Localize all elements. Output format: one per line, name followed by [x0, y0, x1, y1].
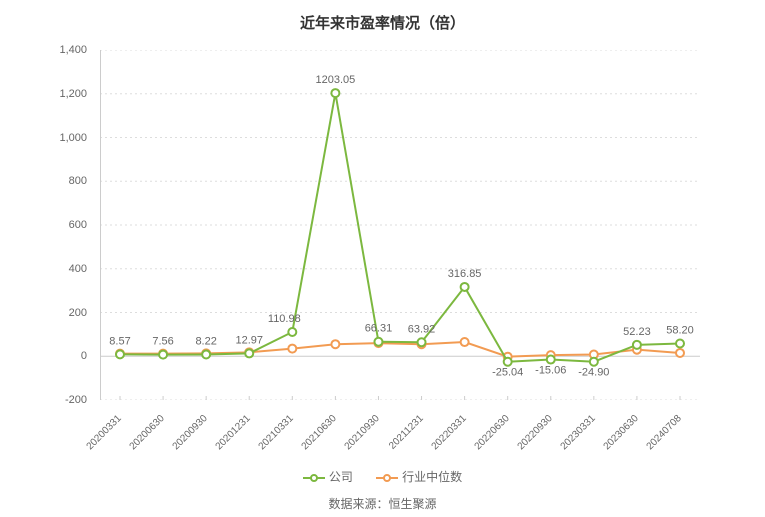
chart-title: 近年来市盈率情况（倍） [0, 0, 765, 33]
legend-marker-industry [376, 473, 398, 483]
svg-text:58.20: 58.20 [666, 325, 694, 337]
x-tick-label: 20200930 [171, 413, 210, 452]
pe-ratio-chart: 近年来市盈率情况（倍） -200 0 200 400 600 800 1,000 1,200 1… [0, 0, 765, 517]
svg-text:1203.05: 1203.05 [316, 74, 356, 86]
svg-text:8.57: 8.57 [109, 335, 130, 347]
data-source: 数据来源：恒生聚源 [0, 495, 765, 512]
x-tick-label: 20210630 [300, 413, 339, 452]
chart-svg: 8.57 7.56 8.22 12.97 110.98 1203.05 66.31 63.92… [100, 50, 700, 400]
svg-text:12.97: 12.97 [235, 334, 263, 346]
x-tick-label: 20230630 [601, 413, 640, 452]
x-tick-label: 20200331 [85, 413, 124, 452]
svg-text:316.85: 316.85 [448, 268, 482, 280]
y-tick-label: 600 [69, 219, 87, 231]
legend-label-industry: 行业中位数 [402, 470, 462, 484]
svg-text:63.92: 63.92 [408, 323, 436, 335]
y-tick-label: 1,400 [59, 44, 87, 56]
svg-text:-15.06: -15.06 [535, 365, 566, 377]
x-tick-label: 20220630 [472, 413, 511, 452]
x-tick-label: 20200630 [128, 413, 167, 452]
svg-text:-24.90: -24.90 [578, 367, 609, 379]
svg-text:52.23: 52.23 [623, 326, 651, 338]
x-tick-label: 20230331 [558, 413, 597, 452]
plot-area: 8.57 7.56 8.22 12.97 110.98 1203.05 66.31 63.92… [100, 50, 700, 400]
source-prefix: 数据来源： [328, 497, 388, 511]
legend-item-company[interactable]: 公司 [303, 468, 353, 485]
source-text: 恒生聚源 [389, 497, 437, 511]
y-tick-label: 1,200 [59, 88, 87, 100]
x-axis: 2020033120200630202009302020123120210331… [100, 405, 700, 465]
svg-text:110.98: 110.98 [268, 313, 301, 325]
x-tick-label: 20211231 [387, 413, 426, 452]
x-tick-label: 20210331 [257, 413, 296, 452]
svg-text:8.22: 8.22 [195, 335, 216, 347]
y-tick-label: 0 [81, 350, 87, 362]
y-tick-label: 200 [69, 307, 87, 319]
legend-label-company: 公司 [329, 470, 353, 484]
svg-text:-25.04: -25.04 [492, 367, 523, 379]
legend-item-industry[interactable]: 行业中位数 [376, 468, 462, 485]
x-tick-label: 20201231 [214, 413, 253, 452]
x-tick-label: 20220331 [429, 413, 468, 452]
legend-marker-company [303, 473, 325, 483]
x-tick-label: 20220930 [515, 413, 554, 452]
y-tick-label: -200 [65, 394, 87, 406]
svg-text:66.31: 66.31 [365, 323, 393, 335]
y-axis: -20002004006008001,0001,2001,400 [0, 50, 95, 400]
x-tick-label: 20240708 [645, 413, 684, 452]
y-tick-label: 800 [69, 175, 87, 187]
y-tick-label: 1,000 [59, 132, 87, 144]
x-tick-label: 20210930 [343, 413, 382, 452]
svg-text:7.56: 7.56 [152, 336, 173, 348]
legend: 公司 行业中位数 [0, 468, 765, 485]
y-tick-label: 400 [69, 263, 87, 275]
